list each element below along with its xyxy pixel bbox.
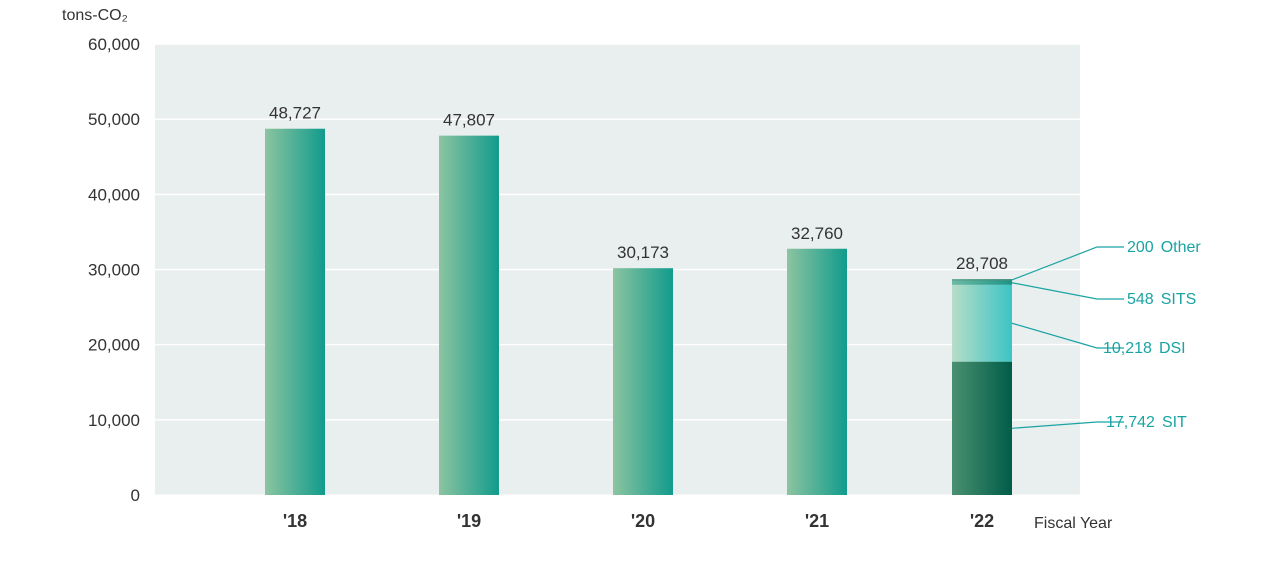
x-axis-ticks: '18 '19 '20 '21 '22 [283,511,994,531]
segment-value: 548 [1127,291,1154,308]
y-tick-label: 40,000 [88,185,140,204]
stacked-bar-22 [952,279,1012,495]
segment-other [952,279,1012,281]
value-label: 32,760 [791,224,843,243]
segment-value: 17,742 [1106,414,1155,431]
value-label: 30,173 [617,243,669,262]
callout-line [1011,282,1124,300]
bar-21 [787,248,847,495]
y-axis-ticks: 0 10,000 20,000 30,000 40,000 50,000 60,000 [88,35,140,505]
callout-label-other: 200 Other [1127,239,1201,256]
callout-label-dsi: 10,218 DSI [1103,340,1186,357]
x-tick-label: '22 [970,511,994,531]
segment-callouts: 17,742 SIT 10,218 DSI 548 SITS 200 Other [1011,239,1201,431]
bar-19 [439,135,499,496]
y-tick-label: 10,000 [88,411,140,430]
segment-value: 200 [1127,239,1154,256]
x-axis-title: Fiscal Year [1034,515,1113,532]
bars [265,128,847,496]
callout-label-sits: 548 SITS [1127,291,1196,308]
callout-line [1011,246,1124,281]
segment-name: Other [1161,239,1202,256]
x-tick-label: '20 [631,511,655,531]
x-tick-label: '18 [283,511,307,531]
y-tick-label: 50,000 [88,110,140,129]
value-label: 47,807 [443,111,495,130]
segment-sits [952,280,1012,285]
value-label: 28,708 [956,254,1008,273]
callout-label-sit: 17,742 SIT [1106,414,1187,431]
value-label: 48,727 [269,104,321,123]
y-axis-unit: tons-CO₂ [62,7,128,24]
segment-value: 10,218 [1103,340,1152,357]
segment-sit [952,361,1012,495]
y-tick-label: 0 [131,486,140,505]
segment-name: DSI [1159,340,1186,357]
callout-line [1011,322,1124,349]
value-labels: 48,727 47,807 30,173 32,760 28,708 [269,104,1008,273]
y-tick-label: 30,000 [88,261,140,280]
segment-name: SIT [1162,414,1187,431]
x-tick-label: '21 [805,511,829,531]
bar-18 [265,128,325,495]
segment-name: SITS [1161,291,1197,308]
callout-line [1011,421,1124,429]
bar-20 [613,268,673,495]
x-tick-label: '19 [457,511,481,531]
y-tick-label: 20,000 [88,336,140,355]
y-tick-label: 60,000 [88,35,140,54]
segment-dsi [952,284,1012,362]
